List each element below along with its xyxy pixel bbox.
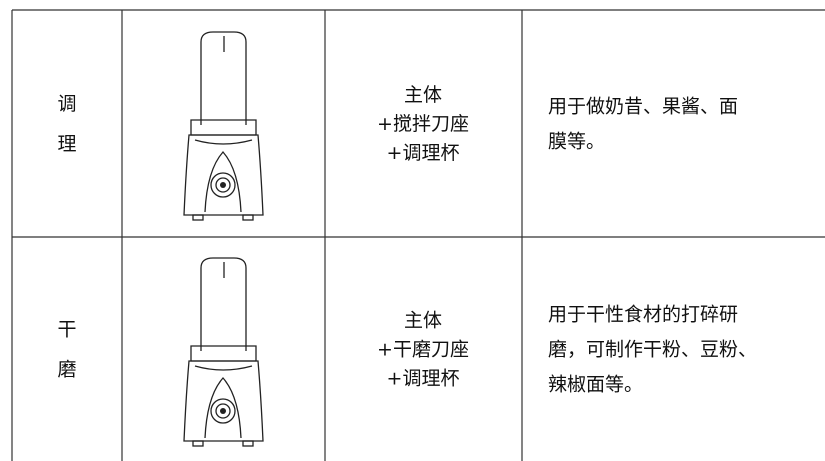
components-text: +调理杯 bbox=[387, 142, 460, 164]
description-text: 膜等。 bbox=[548, 131, 605, 153]
blender-illustration bbox=[183, 31, 264, 221]
components-text: +干磨刀座 bbox=[377, 339, 469, 361]
components-text: 主体 bbox=[404, 310, 442, 332]
description-text: 辣椒面等。 bbox=[548, 374, 643, 396]
components-text: +搅拌刀座 bbox=[377, 113, 469, 135]
description-text: 用于干性食材的打碎研 bbox=[548, 304, 738, 326]
components-text: 主体 bbox=[404, 84, 442, 106]
description-text: 用于做奶昔、果酱、面 bbox=[548, 96, 738, 118]
description-text: 磨，可制作干粉、豆粉、 bbox=[548, 339, 757, 361]
blender-illustration bbox=[183, 257, 264, 447]
mode-label: 磨 bbox=[57, 359, 76, 381]
table-grid bbox=[11, 9, 825, 461]
mode-label: 理 bbox=[57, 133, 76, 155]
components-text: +调理杯 bbox=[387, 368, 460, 390]
mode-label: 调 bbox=[57, 93, 76, 115]
mode-label: 干 bbox=[57, 319, 76, 341]
